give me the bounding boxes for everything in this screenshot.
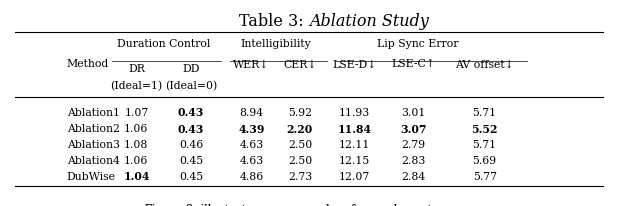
Text: Ablation4: Ablation4 — [67, 156, 120, 166]
Text: 2.50: 2.50 — [288, 140, 312, 150]
Text: (Ideal=0): (Ideal=0) — [165, 81, 217, 91]
Text: 5.52: 5.52 — [472, 124, 498, 135]
Text: 5.71: 5.71 — [473, 140, 497, 150]
Text: DR: DR — [128, 64, 145, 74]
Text: 2.73: 2.73 — [288, 172, 312, 182]
Text: AV offset↓: AV offset↓ — [455, 59, 514, 69]
Text: 2.50: 2.50 — [288, 156, 312, 166]
Text: 4.86: 4.86 — [239, 172, 264, 182]
Text: 0.45: 0.45 — [179, 156, 203, 166]
Text: Table 3:: Table 3: — [239, 13, 309, 30]
Text: CER↓: CER↓ — [283, 59, 316, 69]
Text: DubWise: DubWise — [67, 172, 116, 182]
Text: Lip Sync Error: Lip Sync Error — [376, 39, 458, 49]
Text: 5.77: 5.77 — [473, 172, 497, 182]
Text: 4.63: 4.63 — [239, 156, 264, 166]
Text: 1.06: 1.06 — [124, 124, 148, 134]
Text: Duration Control: Duration Control — [117, 39, 210, 49]
Text: 2.84: 2.84 — [401, 172, 425, 182]
Text: 1.04: 1.04 — [123, 171, 150, 182]
Text: 5.92: 5.92 — [288, 108, 312, 118]
Text: 2.20: 2.20 — [287, 124, 313, 135]
Text: 4.39: 4.39 — [239, 124, 265, 135]
Text: (Ideal=1): (Ideal=1) — [110, 81, 163, 91]
Text: 11.84: 11.84 — [337, 124, 371, 135]
Text: DD: DD — [182, 64, 200, 74]
Text: 1.07: 1.07 — [124, 108, 148, 118]
Text: Ablation1: Ablation1 — [67, 108, 120, 118]
Text: 2.79: 2.79 — [401, 140, 425, 150]
Text: 5.69: 5.69 — [473, 156, 497, 166]
Text: 0.43: 0.43 — [178, 124, 204, 135]
Text: 3.07: 3.07 — [400, 124, 426, 135]
Text: 11.93: 11.93 — [339, 108, 370, 118]
Text: 8.94: 8.94 — [239, 108, 263, 118]
Text: 12.07: 12.07 — [339, 172, 370, 182]
Text: Intelligibility: Intelligibility — [240, 39, 311, 49]
Text: Ablation2: Ablation2 — [67, 124, 120, 134]
Text: Method: Method — [67, 59, 109, 69]
Text: 12.15: 12.15 — [339, 156, 370, 166]
Text: 12.11: 12.11 — [339, 140, 370, 150]
Text: 0.45: 0.45 — [179, 172, 203, 182]
Text: 3.01: 3.01 — [401, 108, 425, 118]
Text: 0.46: 0.46 — [179, 140, 203, 150]
Text: 4.63: 4.63 — [239, 140, 264, 150]
Text: LSE-C↑: LSE-C↑ — [391, 59, 435, 69]
Text: 1.08: 1.08 — [124, 140, 148, 150]
Text: 2.83: 2.83 — [401, 156, 425, 166]
Text: WER↓: WER↓ — [233, 59, 269, 69]
Text: Figure 3  illustrates  an  example  of  a  mel spectrogram: Figure 3 illustrates an example of a mel… — [143, 204, 475, 206]
Text: 5.71: 5.71 — [473, 108, 497, 118]
Text: Ablation Study: Ablation Study — [309, 13, 429, 30]
Text: LSE-D↓: LSE-D↓ — [332, 59, 376, 69]
Text: 1.06: 1.06 — [124, 156, 148, 166]
Text: Ablation3: Ablation3 — [67, 140, 120, 150]
Text: 0.43: 0.43 — [178, 107, 204, 118]
